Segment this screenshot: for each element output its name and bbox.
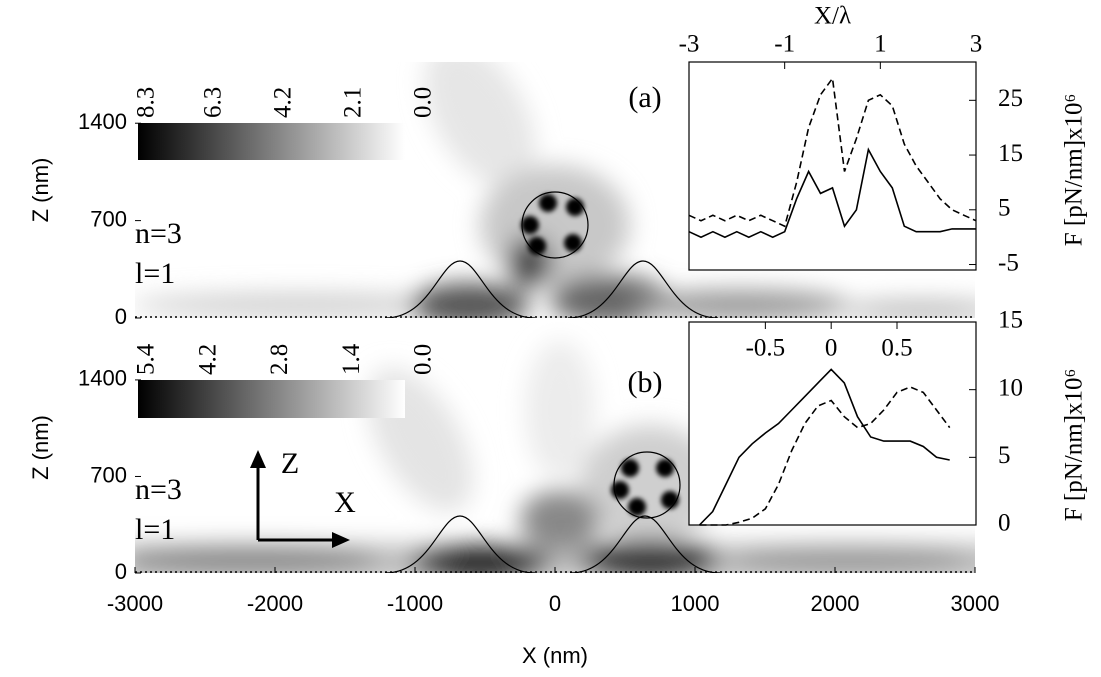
- x-axis-label: X/λ: [814, 3, 851, 30]
- x-tick-label: 3: [970, 31, 983, 58]
- colorbar-tick-label: 2.1: [340, 87, 367, 118]
- axis-arrows: [250, 450, 350, 548]
- y-tick-label: 5: [998, 195, 1011, 222]
- y-tick-label: 700: [90, 462, 127, 487]
- x-tick-label: -1: [774, 31, 795, 58]
- x-tick-label: -1000: [387, 591, 443, 616]
- colorbar-b: [138, 380, 405, 418]
- x-tick-label: 0: [549, 591, 561, 616]
- inset-background: [688, 321, 977, 526]
- annotation: n=3: [135, 217, 182, 250]
- colorbar-tick-label: 5.4: [133, 343, 160, 375]
- colorbar-tick-label: 8.3: [133, 87, 160, 118]
- panel-label: (b): [628, 366, 663, 399]
- y-tick-label: 0: [998, 510, 1011, 537]
- annotation: l=1: [135, 257, 175, 290]
- line-series: [699, 386, 951, 526]
- y-tick-label: 700: [90, 206, 127, 231]
- colorbar-tick-label: 6.3: [199, 87, 226, 118]
- x-tick-label: -3: [679, 31, 700, 58]
- x-tick-label: 2000: [811, 591, 860, 616]
- x-tick-label: -2000: [247, 591, 303, 616]
- y-axis-label: F [pN/nm]x10⁶: [1061, 94, 1088, 246]
- y-tick-label: -5: [998, 249, 1019, 276]
- y-tick-label: 5: [998, 442, 1011, 469]
- y-tick-label: 15: [998, 307, 1023, 334]
- colorbar-tick-label: 0.0: [410, 344, 437, 375]
- annotation: n=3: [135, 473, 182, 506]
- panel-label: (a): [628, 81, 661, 114]
- y-tick-label: 0: [115, 304, 127, 329]
- x-tick-label: 1000: [671, 591, 720, 616]
- colorbar-tick-label: 1.4: [338, 343, 365, 375]
- x-tick-label: 1: [874, 31, 887, 58]
- x-axis-label: X (nm): [522, 643, 588, 668]
- y-tick-label: 25: [998, 85, 1023, 112]
- x-tick-label: 0.5: [881, 335, 912, 362]
- x-tick-label: 0: [825, 335, 838, 362]
- colorbar-tick-label: 0.0: [410, 87, 437, 118]
- y-axis-label: Z (nm): [28, 415, 53, 480]
- x-tick-label: 3000: [951, 591, 1000, 616]
- line-series: [688, 147, 976, 239]
- y-tick-label: 1400: [78, 366, 127, 391]
- line-series: [698, 368, 950, 526]
- arrow-label: X: [334, 486, 356, 519]
- y-tick-label: 10: [998, 374, 1023, 401]
- arrow-label: Z: [281, 447, 299, 480]
- colorbar-a: [138, 123, 405, 160]
- y-axis-label: Z (nm): [28, 158, 53, 223]
- line-series: [688, 76, 977, 228]
- field-map-b: [135, 340, 975, 573]
- y-tick-label: 0: [115, 559, 127, 584]
- x-tick-label: -3000: [107, 591, 163, 616]
- colorbar-tick-label: 4.2: [270, 87, 297, 118]
- y-axis-label: F [pN/nm]x10⁶: [1061, 369, 1088, 521]
- annotation: l=1: [135, 513, 175, 546]
- colorbar-tick-label: 4.2: [194, 344, 221, 375]
- inset-background: [688, 61, 977, 271]
- y-tick-label: 15: [998, 140, 1023, 167]
- x-tick-label: -0.5: [746, 335, 786, 362]
- colorbar-tick-label: 2.8: [266, 344, 293, 375]
- y-tick-label: 1400: [78, 109, 127, 134]
